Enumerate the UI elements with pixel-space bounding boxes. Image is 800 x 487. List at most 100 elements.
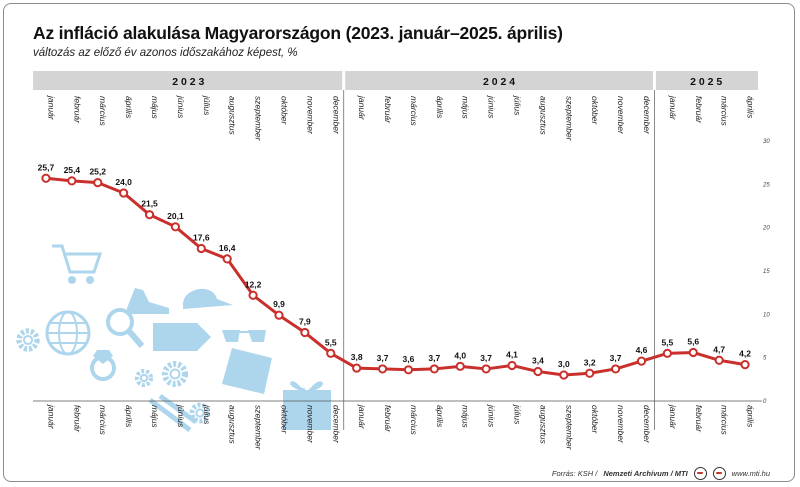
data-point (636, 356, 647, 366)
cart-icon (52, 244, 103, 284)
y-tick-label: 30 (763, 139, 770, 145)
chart-marks: 25,7 25,4 25,2 24,0 21,5 20,1 17,6 16,4 12,2 9,9 7… (38, 162, 751, 380)
data-point (352, 363, 362, 373)
gear-icon (189, 402, 211, 424)
month-label-bottom: december (331, 405, 341, 444)
month-label-bottom: január (46, 404, 56, 430)
month-label-bottom: augusztus (228, 405, 238, 444)
data-label: 4,2 (739, 349, 751, 359)
y-tick-label: 15 (763, 269, 770, 275)
month-label-bottom: július (202, 404, 212, 425)
data-label: 24,0 (115, 177, 132, 187)
month-label-bottom: február (694, 405, 704, 433)
data-label: 5,5 (661, 337, 673, 347)
month-label-bottom: január (668, 404, 678, 430)
data-point (377, 364, 388, 374)
month-label-top: március (98, 96, 108, 127)
month-label-top: július (202, 95, 212, 116)
data-label: 4,1 (506, 349, 518, 359)
data-point (714, 355, 724, 365)
year-band-gap (652, 71, 656, 90)
gift-icon (283, 381, 331, 430)
month-label-bottom: október (590, 405, 600, 435)
month-label-top: február (383, 96, 393, 124)
data-label: 9,9 (273, 299, 285, 309)
data-point (559, 370, 569, 380)
shoe-icon (127, 288, 169, 314)
data-label: 5,5 (325, 337, 337, 347)
month-label-bottom: június (176, 404, 186, 428)
data-label: 12,2 (245, 279, 262, 289)
chart-subtitle: változás az előző év azonos időszakához … (33, 47, 298, 59)
data-label: 25,2 (89, 167, 106, 177)
inflation-series-line (45, 176, 746, 377)
month-label-top: április (124, 96, 134, 119)
year-band (33, 71, 344, 90)
data-point (585, 368, 595, 378)
month-label-bottom: február (72, 405, 82, 433)
month-label-top: július (513, 95, 523, 116)
data-label: 3,7 (480, 353, 492, 363)
month-label-bottom: január (357, 404, 367, 430)
month-label-top: január (46, 95, 56, 121)
data-label: 3,6 (403, 354, 415, 364)
month-label-top: január (668, 95, 678, 121)
month-label-bottom: augusztus (538, 405, 548, 444)
data-label: 7,9 (299, 317, 311, 327)
month-label-top: december (331, 96, 341, 135)
y-tick-label: 10 (763, 312, 770, 318)
data-label: 3,0 (558, 359, 570, 369)
month-label-top: október (279, 96, 289, 126)
data-label: 3,8 (351, 352, 363, 362)
month-label-bottom: március (98, 405, 108, 436)
chart-title: Az infláció alakulása Magyarországon (20… (33, 23, 563, 43)
month-label-bottom: február (383, 405, 393, 433)
decorative-icons (16, 244, 331, 432)
data-label: 20,1 (167, 211, 184, 221)
year-label: 2 0 2 5 (690, 76, 722, 88)
pliers-icon (148, 393, 198, 432)
ring-icon (90, 350, 116, 381)
data-label: 3,7 (377, 353, 389, 363)
month-label-top: június (487, 95, 497, 119)
chart-axes: 2 0 2 3 2 0 2 4 2 0 2 5 0 5 10 15 20 25 30 január j… (33, 71, 770, 451)
month-label-top: április (746, 96, 756, 119)
data-label: 4,7 (713, 344, 725, 354)
data-point (93, 178, 103, 188)
glasses-icon (222, 330, 266, 342)
y-tick-label: 5 (763, 356, 767, 362)
month-label-top: augusztus (228, 96, 238, 135)
month-label-top: október (590, 96, 600, 126)
gear-icon (162, 361, 188, 387)
month-label-bottom: november (616, 405, 626, 444)
month-label-top: március (409, 96, 419, 127)
month-label-bottom: március (409, 405, 419, 436)
month-label-bottom: december (642, 405, 652, 444)
month-label-bottom: május (150, 405, 160, 428)
year-label: 2 0 2 4 (483, 76, 515, 88)
data-point (533, 366, 543, 377)
month-label-bottom: április (435, 405, 445, 428)
data-point (170, 222, 181, 232)
month-label-top: szeptember (564, 96, 574, 142)
month-label-top: december (642, 96, 652, 135)
data-point (403, 365, 414, 375)
data-point (119, 188, 129, 198)
month-label-bottom: június (487, 404, 497, 428)
month-label-top: május (461, 96, 471, 119)
data-point (274, 310, 284, 320)
month-label-bottom: július (513, 404, 523, 425)
site-url: www.mti.hu (731, 468, 770, 478)
month-label-top: november (305, 96, 315, 135)
data-label: 3,7 (610, 353, 622, 363)
data-label: 16,4 (219, 243, 236, 253)
month-label-bottom: április (746, 405, 756, 428)
data-point (429, 364, 439, 374)
data-point (481, 364, 491, 374)
data-label: 21,5 (141, 199, 158, 209)
y-tick-label: 20 (762, 226, 770, 232)
month-label-top: január (357, 95, 367, 121)
data-label: 25,4 (64, 165, 81, 175)
month-label-top: június (176, 95, 186, 119)
data-label: 3,2 (584, 357, 596, 367)
